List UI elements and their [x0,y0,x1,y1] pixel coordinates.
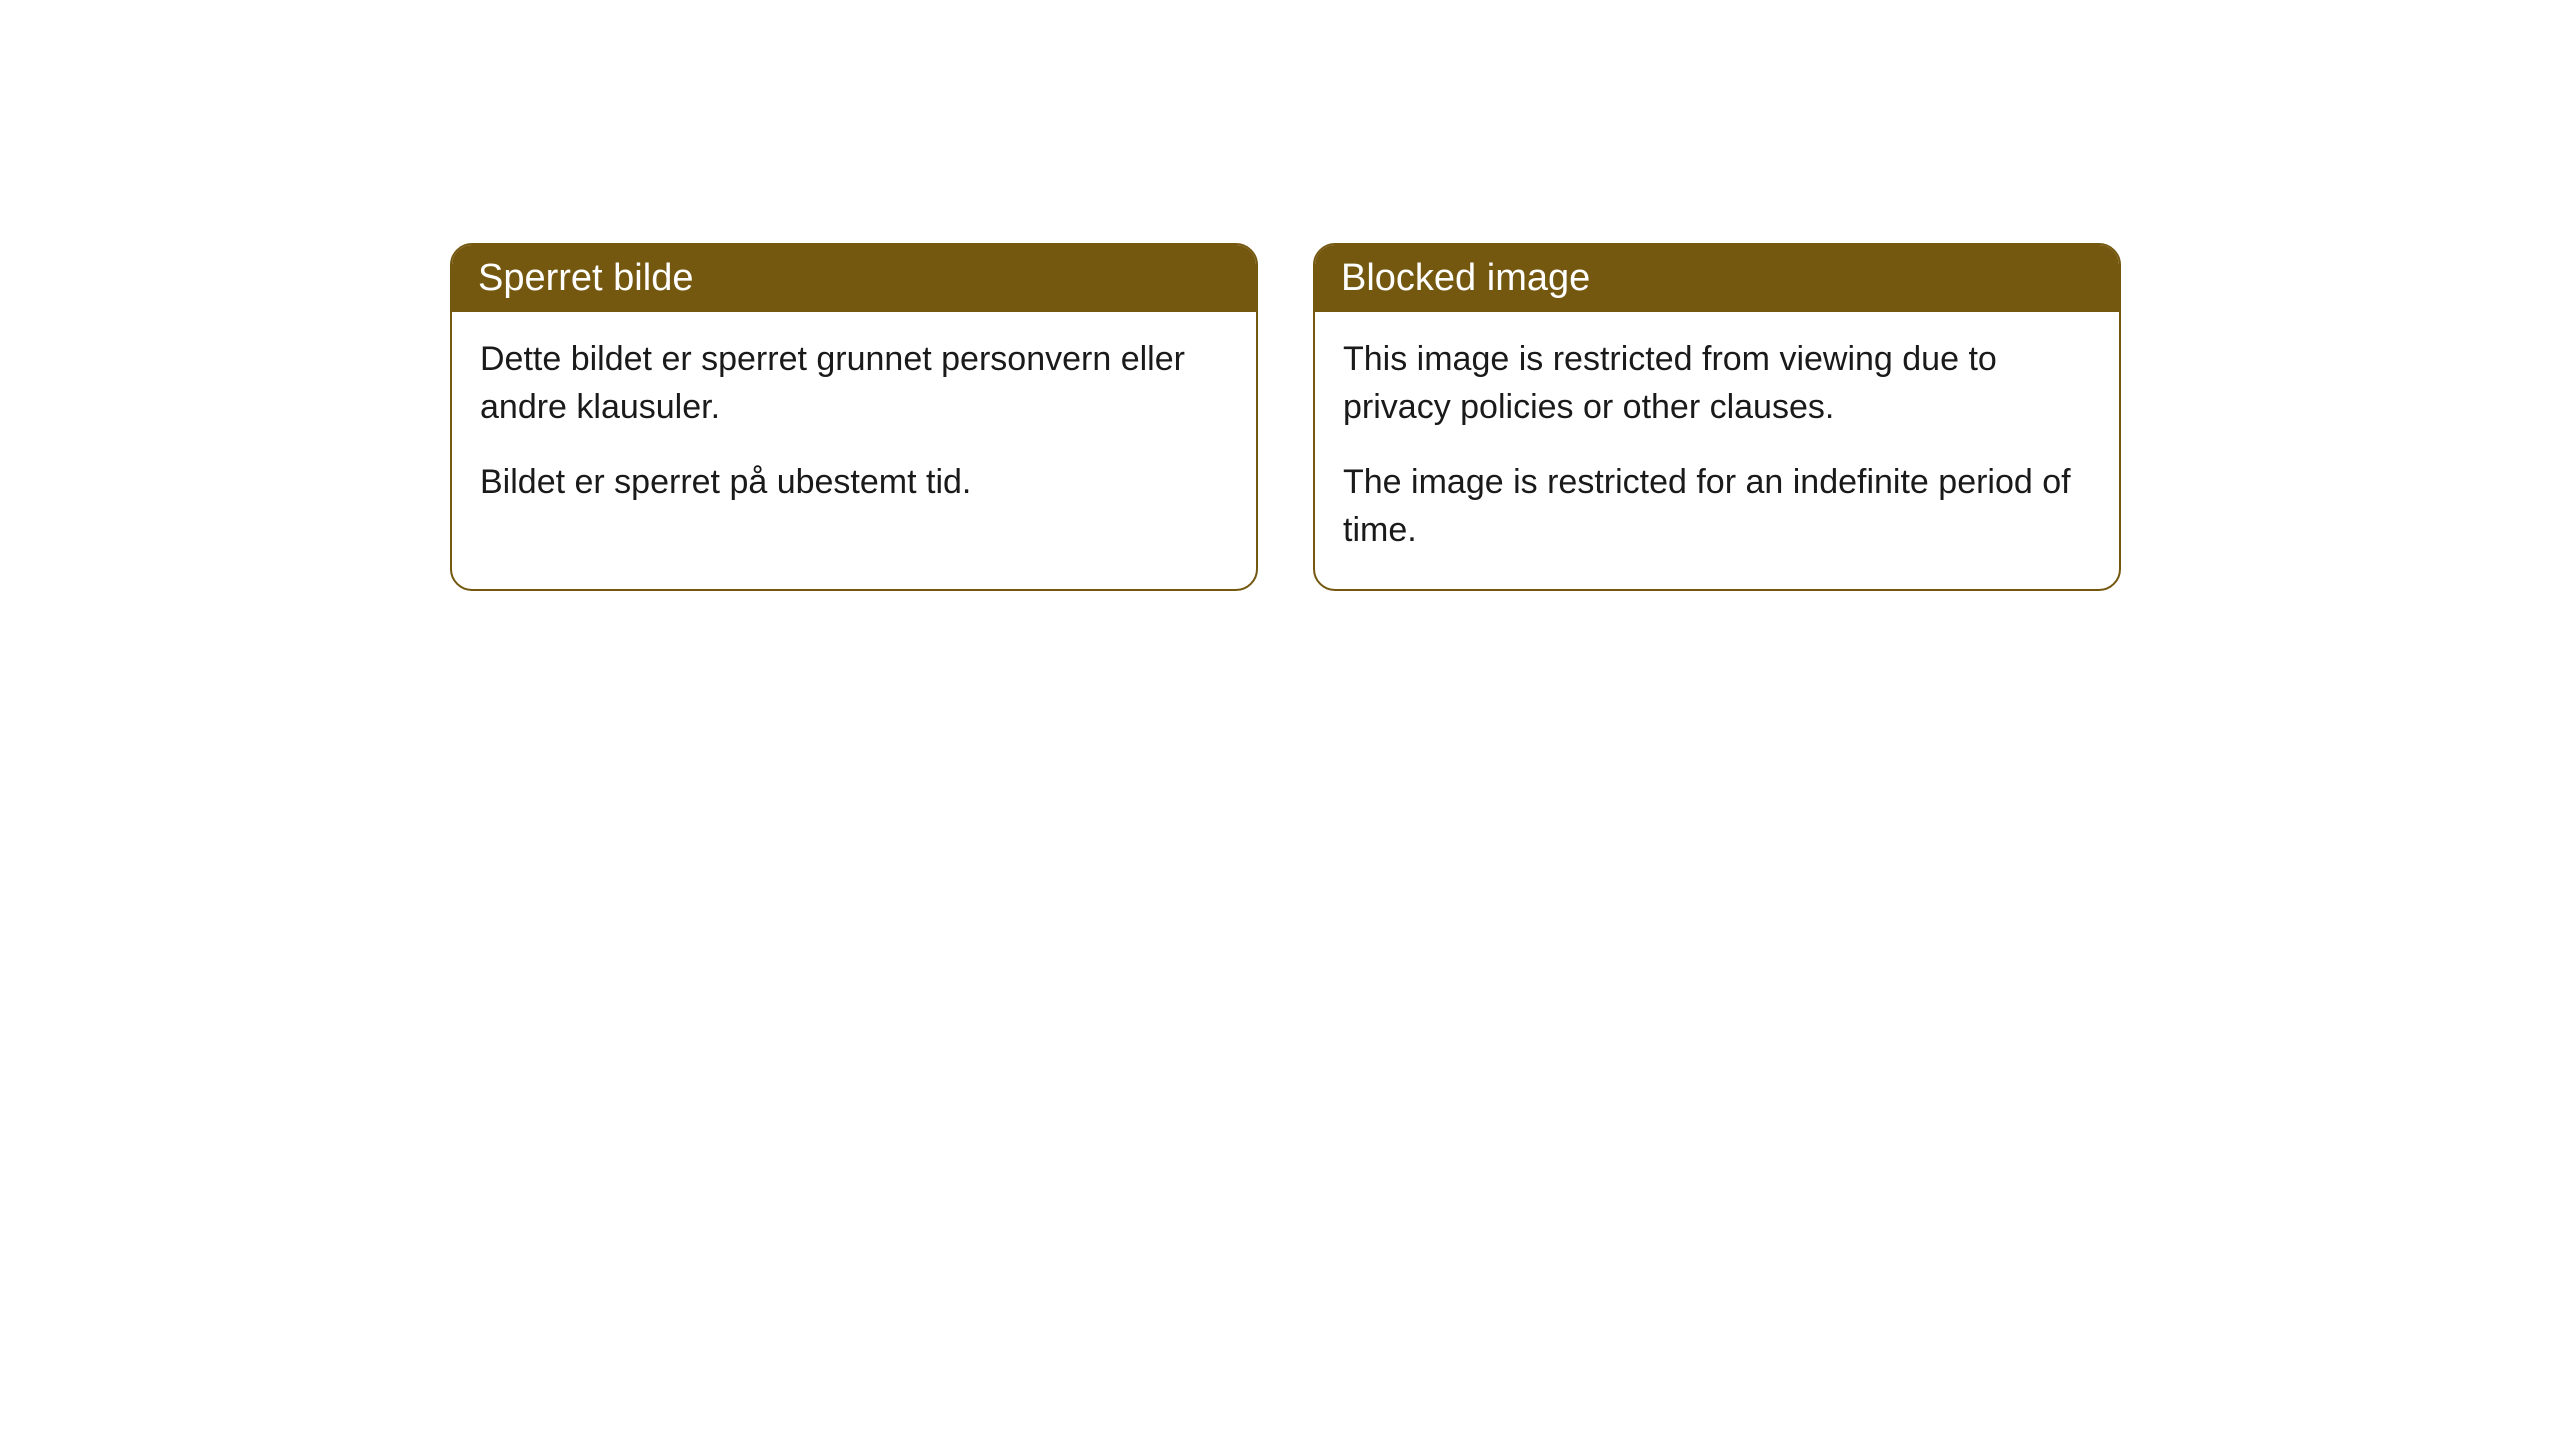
card-paragraph-2: The image is restricted for an indefinit… [1343,459,2091,554]
card-header-english: Blocked image [1315,245,2119,312]
card-header-norwegian: Sperret bilde [452,245,1256,312]
card-paragraph-2: Bildet er sperret på ubestemt tid. [480,459,1228,507]
card-paragraph-1: This image is restricted from viewing du… [1343,336,2091,431]
blocked-image-card-english: Blocked image This image is restricted f… [1313,243,2121,591]
card-body-english: This image is restricted from viewing du… [1315,312,2119,589]
card-body-norwegian: Dette bildet er sperret grunnet personve… [452,312,1256,542]
card-title: Blocked image [1341,257,1590,299]
card-paragraph-1: Dette bildet er sperret grunnet personve… [480,336,1228,431]
blocked-image-card-norwegian: Sperret bilde Dette bildet er sperret gr… [450,243,1258,591]
notice-container: Sperret bilde Dette bildet er sperret gr… [450,243,2121,591]
card-title: Sperret bilde [478,257,693,299]
